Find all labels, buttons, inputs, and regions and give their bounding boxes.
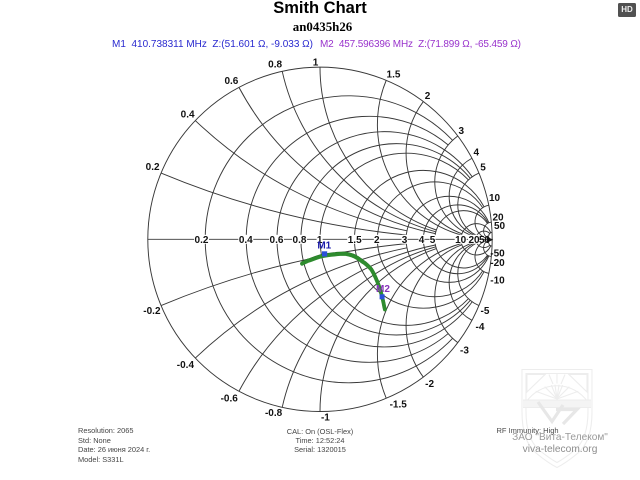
svg-text:0.6: 0.6 <box>270 235 284 246</box>
svg-text:20: 20 <box>492 213 504 224</box>
svg-text:50: 50 <box>494 221 506 232</box>
svg-text:-0.4: -0.4 <box>177 360 195 371</box>
svg-text:5: 5 <box>430 235 436 246</box>
svg-text:3: 3 <box>402 235 408 246</box>
svg-text:0.6: 0.6 <box>224 76 238 87</box>
svg-text:-20: -20 <box>490 258 505 269</box>
svg-text:10: 10 <box>455 235 467 246</box>
svg-text:-2: -2 <box>425 379 434 390</box>
svg-text:50: 50 <box>479 235 491 246</box>
svg-text:-0.8: -0.8 <box>265 408 283 419</box>
svg-text:0.2: 0.2 <box>146 162 160 173</box>
svg-text:2: 2 <box>425 91 431 102</box>
svg-text:4: 4 <box>419 235 425 246</box>
svg-text:-1.5: -1.5 <box>390 400 408 411</box>
svg-text:0.8: 0.8 <box>293 235 307 246</box>
svg-text:-5: -5 <box>481 306 490 317</box>
svg-text:0.4: 0.4 <box>181 110 195 121</box>
svg-text:-10: -10 <box>490 276 505 287</box>
svg-text:1: 1 <box>313 58 319 69</box>
svg-text:-3: -3 <box>460 346 469 357</box>
svg-text:0.2: 0.2 <box>195 235 209 246</box>
svg-text:4: 4 <box>474 148 480 159</box>
svg-text:0.4: 0.4 <box>239 235 253 246</box>
svg-text:-4: -4 <box>476 322 485 333</box>
svg-text:-0.2: -0.2 <box>143 306 161 317</box>
svg-text:3: 3 <box>459 126 465 137</box>
svg-text:5: 5 <box>480 163 486 174</box>
svg-text:2: 2 <box>374 235 380 246</box>
svg-text:1.5: 1.5 <box>387 69 401 80</box>
svg-text:20: 20 <box>468 235 480 246</box>
svg-text:1.5: 1.5 <box>348 235 362 246</box>
svg-text:1: 1 <box>317 235 323 246</box>
svg-text:M2: M2 <box>376 284 390 295</box>
svg-text:10: 10 <box>489 193 501 204</box>
svg-text:-50: -50 <box>490 249 505 260</box>
svg-text:-0.6: -0.6 <box>221 394 239 405</box>
svg-text:-1: -1 <box>321 413 330 424</box>
svg-text:0.8: 0.8 <box>268 60 282 71</box>
svg-text:M1: M1 <box>317 240 331 251</box>
